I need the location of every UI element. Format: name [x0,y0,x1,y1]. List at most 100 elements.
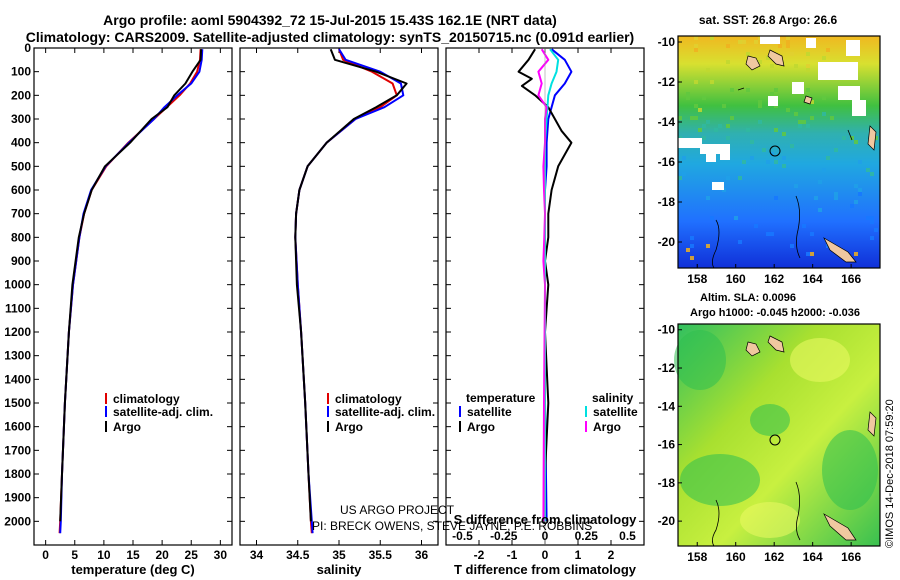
sst-pixel [750,140,754,144]
sst-pixel [714,128,718,132]
sst-pixel [806,68,810,72]
credit-project: US ARGO PROJECT [340,503,455,517]
sst-pixel [726,176,730,180]
legend-s-argo-label: Argo [593,420,621,434]
sst-pixel [866,168,870,172]
depth-tick-label: 1900 [4,491,31,505]
legend-climatology-label: climatology [335,392,402,406]
sst-pixel [678,116,682,120]
x-tick-label: 5 [71,548,78,562]
map-x-tick-label: 164 [803,272,823,286]
sst-pixel [742,160,746,164]
map-y-tick-label: -12 [658,361,676,375]
sst-pixel [826,48,830,52]
sst-pixel [818,208,822,212]
map-y-tick-label: -14 [658,399,676,413]
sst-pixel [770,92,774,96]
x-tick-label: -1 [507,548,518,562]
sst-pixel [806,52,810,56]
sst-pixel [786,44,790,48]
temperature-x-axis: 0 5 10 15 20 25 30 [42,48,227,562]
sst-pixel [758,60,762,64]
sst-pixel [854,140,858,144]
sst-pixel [690,244,694,248]
sst-pixel [874,228,878,232]
map-x-tick-label: 160 [726,550,746,564]
sst-pixel [774,196,778,200]
sst-pixel [806,64,810,68]
depth-tick-label: 1600 [4,420,31,434]
s-tick-label: 0.5 [619,529,636,543]
sst-pixel [806,252,810,256]
sst-pixel [702,124,706,128]
sst-coastline [712,87,853,269]
s-tick-label: -0.25 [490,529,518,543]
sla-map-title: Altim. SLA: 0.0096 [700,292,796,304]
sst-pixel [794,184,798,188]
salinity-series [294,48,408,534]
sst-pixel [790,52,794,56]
sst-pixel [770,64,774,68]
x-tick-label: 2 [608,548,615,562]
sst-pixel [690,236,694,240]
sst-pixel [706,120,710,124]
legend-argo-label: Argo [113,420,141,434]
sst-pixel [810,100,814,104]
map-y-tick-label: -18 [658,195,676,209]
argo-location-marker [769,434,781,446]
sst-pixel [774,160,778,164]
sst-pixel [810,232,814,236]
map-x-tick-label: 166 [841,272,861,286]
s-difference-x-axis: -0.5 -0.25 0 0.25 0.5 [452,529,636,543]
depth-tick-label: 100 [11,65,31,79]
sst-pixel [706,244,710,248]
sst-pixel [686,248,690,252]
x-tick-label: 34.5 [286,548,310,562]
legend-t-satellite-label: satellite [467,405,512,419]
temperature-panel-frame [33,47,233,546]
sst-pixel [790,144,794,148]
sst-pixel [826,156,830,160]
sst-pixel [706,196,710,200]
sst-pixel [774,88,778,92]
sst-pixel [814,196,818,200]
sst-pixel [710,216,714,220]
sst-pixel [870,172,874,176]
map-x-tick-label: 164 [803,550,823,564]
x-tick-label: 20 [155,548,169,562]
depth-tick-label: 900 [11,254,31,268]
sst-pixel [710,80,714,84]
x-tick-label: 36 [415,548,429,562]
sst-pixel [834,192,838,196]
credit-pi: PI: BRECK OWENS, STEVE JAYNE, P.E. ROBBI… [312,519,592,533]
sla-map [674,323,881,547]
sst-pixel [694,44,698,48]
sst-pixel [858,188,862,192]
s-tick-label: 0 [542,529,549,543]
depth-tick-label: 1800 [4,467,31,481]
sst-pixel [682,172,686,176]
map-y-tick-label: -10 [658,35,676,49]
sst-pixel [766,56,770,60]
t-difference-x-axis: -2 -1 0 1 2 [474,48,615,562]
sst-pixel-texture [678,36,878,260]
sst-pixel [738,176,742,180]
sst-pixel [786,36,790,40]
sla-coastline [712,481,801,547]
depth-tick-label: 1200 [4,325,31,339]
s-tick-label: 0.25 [575,529,599,543]
sst-pixel [690,256,694,260]
sst-pixel [854,252,858,256]
x-tick-label: 0 [542,548,549,562]
temperature-series [58,49,204,534]
sst-cloud-gaps [678,36,866,190]
x-tick-label: 34 [250,548,264,562]
sst-pixel [786,40,790,44]
sst-pixel [726,124,730,128]
sst-pixel [730,88,734,92]
sst-pixel [702,136,706,140]
sst-pixel [830,116,834,120]
sst-pixel [790,244,794,248]
depth-tick-label: 1700 [4,443,31,457]
map-y-tick-label: -16 [658,155,676,169]
